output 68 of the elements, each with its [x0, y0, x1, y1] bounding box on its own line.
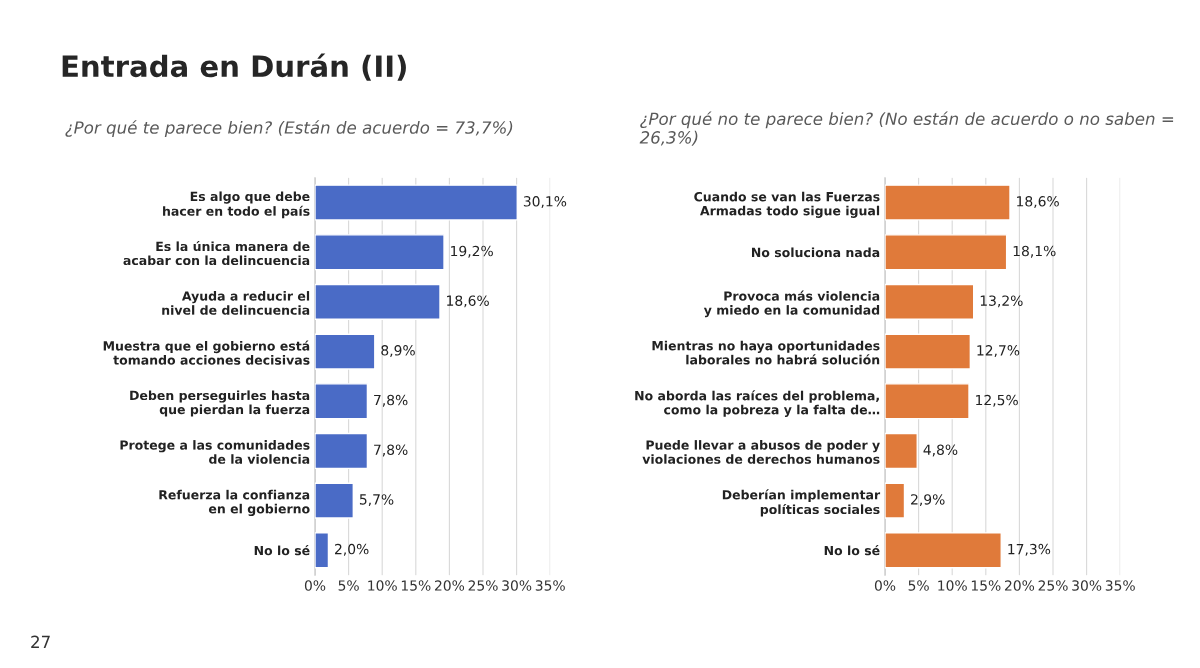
x-tick-label: 25% [1038, 580, 1068, 591]
x-tick-label: 25% [468, 580, 498, 591]
data-label: 12,7% [977, 345, 1020, 358]
data-label: 4,8% [923, 444, 958, 457]
x-tick-label: 20% [1004, 580, 1035, 591]
y-tick-label: Muestra que el gobierno está tomando acciones decisivas [103, 340, 310, 365]
bar [885, 432, 918, 470]
bar [315, 432, 369, 470]
y-tick-label: Deberían implementar políticas sociales [722, 489, 881, 517]
chart-title: Entrada en Durán (II) [62, 53, 406, 81]
bar [315, 184, 518, 221]
chart-title: ¿Por qué no te parece bien? (No están de acuerdo o no saben = 26,3%) [639, 111, 1174, 146]
bar [315, 283, 441, 320]
y-tick-label: Es algo que debe hacer en todo el país [163, 191, 310, 219]
x-tick-label: 30% [1072, 580, 1102, 591]
data-label: 18,6% [1017, 196, 1059, 208]
x-tick-label: 35% [1105, 580, 1135, 591]
y-tick-label: No lo sé [254, 545, 310, 556]
data-label: 7,8% [374, 394, 408, 407]
bar [885, 482, 906, 519]
x-tick-label: 5% [338, 580, 359, 591]
bar [315, 234, 445, 271]
data-label: 2,9% [911, 494, 945, 507]
y-tick-label: No lo sé [824, 545, 880, 556]
bar [315, 333, 376, 370]
x-tick-label: 20% [434, 580, 465, 591]
y-tick-label: Mientras no haya oportunidades laborales no habrá solución [652, 340, 880, 365]
y-tick-label: Es la única manera de acabar con la delincuencia [123, 240, 310, 266]
data-label: 12,5% [976, 394, 1018, 407]
data-label: 7,8% [374, 444, 408, 457]
bar [315, 532, 330, 569]
y-tick-label: No soluciona nada [751, 247, 880, 258]
y-tick-label: Protege a las comunidades de la violencia [120, 440, 310, 464]
bar [885, 333, 972, 370]
data-label: 2,0% [335, 543, 369, 556]
data-label: 19,2% [451, 245, 493, 258]
bar [885, 283, 975, 320]
x-tick-label: 10% [938, 580, 967, 591]
data-label: 18,1% [1013, 245, 1056, 258]
y-tick-label: Cuando se van las Fuerzas Armadas todo sigue igual [694, 191, 880, 218]
data-label: 17,3% [1008, 543, 1051, 556]
data-label: 5,7% [359, 494, 394, 507]
chart-subtitle: ¿Por qué te parece bien? (Están de acuerdo = 73,7%) [65, 120, 513, 138]
x-tick-label: 15% [401, 580, 431, 591]
data-label: 18,6% [447, 295, 489, 308]
bar [885, 383, 970, 420]
bar [885, 234, 1008, 271]
x-tick-label: 0% [874, 580, 896, 591]
x-tick-label: 10% [368, 580, 397, 591]
y-tick-label: Refuerza la confianza en el gobierno [159, 489, 310, 517]
data-label: 30,1% [523, 196, 567, 208]
y-tick-label: Puede llevar a abusos de poder y violaciones de derechos humanos [642, 440, 880, 464]
x-tick-label: 15% [971, 580, 1001, 591]
y-tick-label: No aborda las raíces del problema, como la pobreza y la falta de… [635, 390, 880, 417]
y-tick-label: Provoca más violencia y miedo en la comunidad [703, 290, 880, 318]
bar [315, 383, 369, 420]
bar [315, 482, 354, 519]
data-label: 8,9% [381, 345, 415, 358]
x-tick-label: 35% [535, 580, 565, 591]
bar [885, 532, 1002, 569]
x-tick-label: 5% [908, 580, 929, 591]
y-tick-label: Ayuda a reducir el nivel de delincuencia [162, 291, 310, 315]
text: 27 [31, 635, 50, 648]
bar [885, 184, 1011, 221]
y-tick-label: Deben perseguirles hasta que pierdan la fuerza [130, 390, 310, 417]
data-label: 13,2% [980, 295, 1023, 308]
x-tick-label: 30% [502, 580, 532, 591]
x-tick-label: 0% [304, 580, 326, 591]
